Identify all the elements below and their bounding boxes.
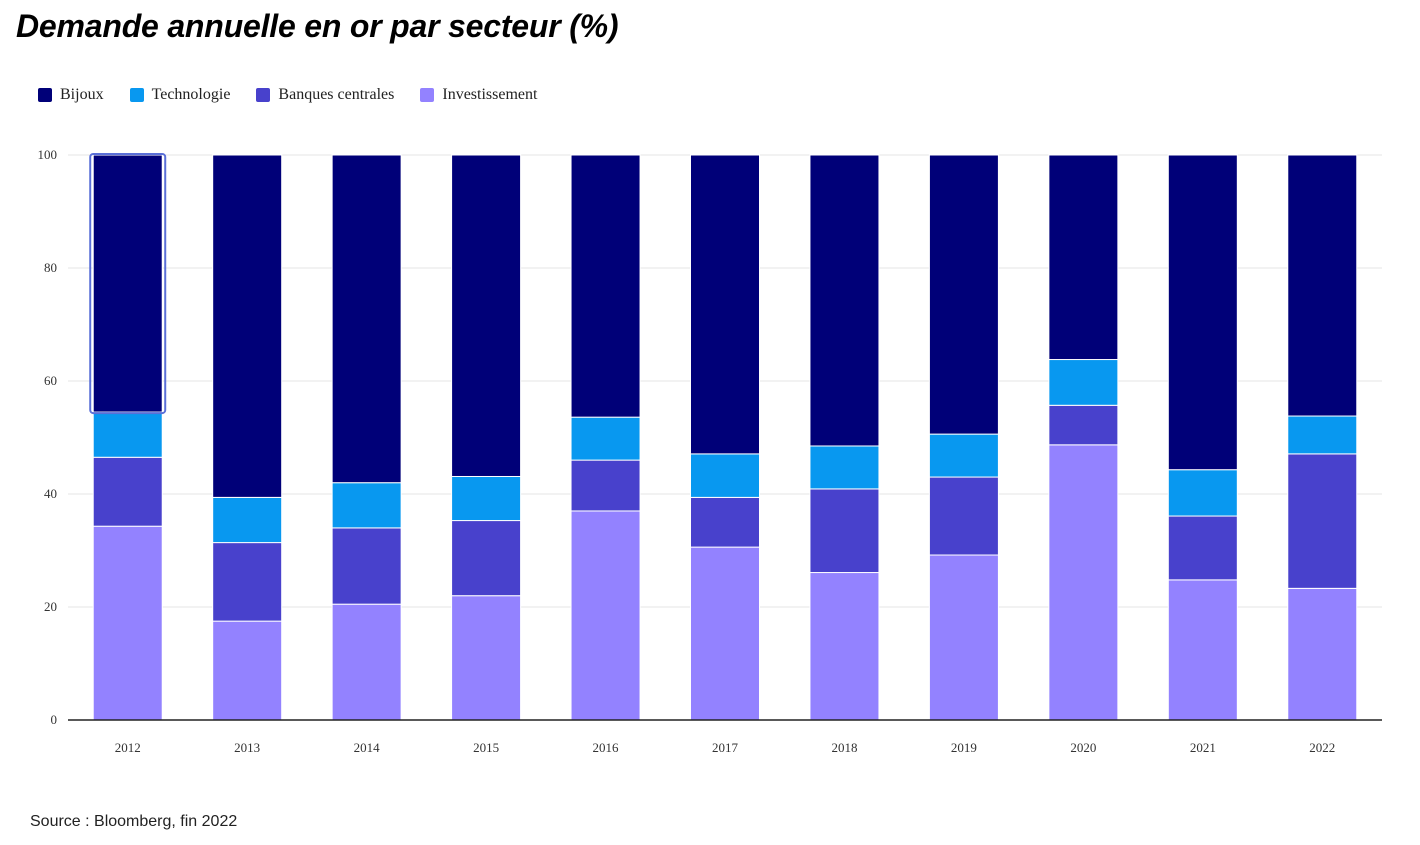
bar-technologie-2012[interactable] (92, 411, 163, 458)
bar-technologie-2020[interactable] (1048, 359, 1119, 406)
legend-item-investissement[interactable]: Investissement (420, 86, 537, 104)
bar-investissement-2014[interactable] (331, 603, 402, 721)
bar-bijoux-2022[interactable] (1287, 154, 1358, 417)
legend-label-banques-centrales: Banques centrales (278, 86, 395, 103)
bar-technologie-2015[interactable] (451, 475, 522, 522)
x-tick-label-2021: 2021 (1190, 740, 1216, 755)
bar-banques-centrales-2013[interactable] (212, 542, 283, 622)
x-tick-label-2022: 2022 (1309, 740, 1335, 755)
bar-technologie-2019[interactable] (928, 433, 999, 478)
legend-label-bijoux: Bijoux (60, 86, 104, 103)
bar-technologie-2017[interactable] (690, 453, 760, 498)
bar-bijoux-2018[interactable] (809, 154, 880, 447)
bar-technologie-2014[interactable] (331, 482, 402, 529)
bar-investissement-2017[interactable] (690, 546, 760, 721)
bar-banques-centrales-2019[interactable] (928, 476, 999, 556)
x-tick-label-2016: 2016 (593, 740, 620, 755)
bar-technologie-2022[interactable] (1287, 415, 1358, 455)
bar-highlight-2012 (89, 153, 167, 415)
y-tick-label-0: 0 (51, 712, 58, 727)
bar-investissement-2012[interactable] (92, 525, 163, 721)
bar-banques-centrales-2014[interactable] (331, 527, 402, 605)
bar-bijoux-2019[interactable] (928, 154, 999, 435)
bar-bijoux-2014[interactable] (331, 154, 402, 484)
bar-banques-centrales-2017[interactable] (690, 496, 760, 548)
chart-title: Demande annuelle en or par secteur (%) (16, 8, 619, 44)
bar-bijoux-2015[interactable] (451, 154, 522, 477)
x-tick-label-2019: 2019 (951, 740, 977, 755)
bar-bijoux-2020[interactable] (1048, 154, 1119, 361)
chart-legend: Bijoux Technologie Banques centrales Inv… (38, 86, 563, 104)
bar-technologie-2013[interactable] (212, 496, 283, 544)
bar-investissement-2019[interactable] (928, 554, 999, 721)
x-tick-label-2014: 2014 (354, 740, 381, 755)
x-tick-label-2018: 2018 (831, 740, 857, 755)
x-tick-label-2015: 2015 (473, 740, 499, 755)
x-tick-label-2020: 2020 (1070, 740, 1096, 755)
bar-technologie-2018[interactable] (809, 445, 880, 490)
y-tick-label-80: 80 (44, 260, 57, 275)
y-tick-label-40: 40 (44, 486, 57, 501)
bar-bijoux-2012[interactable] (92, 154, 163, 413)
bar-investissement-2016[interactable] (570, 510, 641, 721)
legend-swatch-technologie (129, 88, 144, 102)
bar-banques-centrales-2012[interactable] (92, 456, 163, 527)
bar-investissement-2021[interactable] (1167, 579, 1238, 721)
bar-bijoux-2016[interactable] (570, 154, 641, 418)
source-note: Source : Bloomberg, fin 2022 (30, 813, 238, 830)
bar-banques-centrales-2021[interactable] (1167, 515, 1238, 581)
bar-banques-centrales-2022[interactable] (1287, 453, 1358, 589)
bar-bijoux-2013[interactable] (212, 154, 283, 498)
bar-banques-centrales-2015[interactable] (451, 520, 522, 597)
bar-bijoux-2021[interactable] (1167, 154, 1238, 471)
bar-banques-centrales-2018[interactable] (809, 488, 880, 574)
legend-item-banques-centrales[interactable]: Banques centrales (256, 86, 394, 104)
bar-bijoux-2017[interactable] (690, 154, 760, 455)
y-tick-label-20: 20 (44, 599, 57, 614)
legend-label-investissement: Investissement (442, 86, 538, 103)
bar-technologie-2021[interactable] (1167, 469, 1238, 517)
bar-technologie-2016[interactable] (570, 416, 641, 461)
x-tick-label-2013: 2013 (234, 740, 260, 755)
legend-swatch-investissement (420, 88, 435, 102)
bar-investissement-2015[interactable] (451, 595, 522, 721)
bar-investissement-2013[interactable] (212, 620, 283, 721)
bar-banques-centrales-2016[interactable] (570, 459, 641, 512)
stacked-bar-chart: 0 20 40 60 80 100 2012 2013 2014 2015 2016 2017 2018… (38, 147, 1382, 755)
bar-banques-centrales-2020[interactable] (1048, 404, 1119, 446)
legend-label-technologie: Technologie (151, 86, 231, 103)
legend-item-bijoux[interactable]: Bijoux (38, 86, 104, 104)
legend-swatch-bijoux (38, 88, 52, 102)
bar-investissement-2020[interactable] (1048, 444, 1119, 721)
legend-swatch-banques-centrales (256, 88, 271, 102)
y-tick-label-60: 60 (44, 373, 57, 388)
y-tick-label-100: 100 (38, 147, 58, 162)
legend-item-technologie[interactable]: Technologie (129, 86, 231, 104)
bar-investissement-2018[interactable] (809, 572, 880, 721)
x-tick-label-2017: 2017 (712, 740, 739, 755)
x-tick-label-2012: 2012 (115, 740, 141, 755)
bar-investissement-2022[interactable] (1287, 587, 1358, 721)
